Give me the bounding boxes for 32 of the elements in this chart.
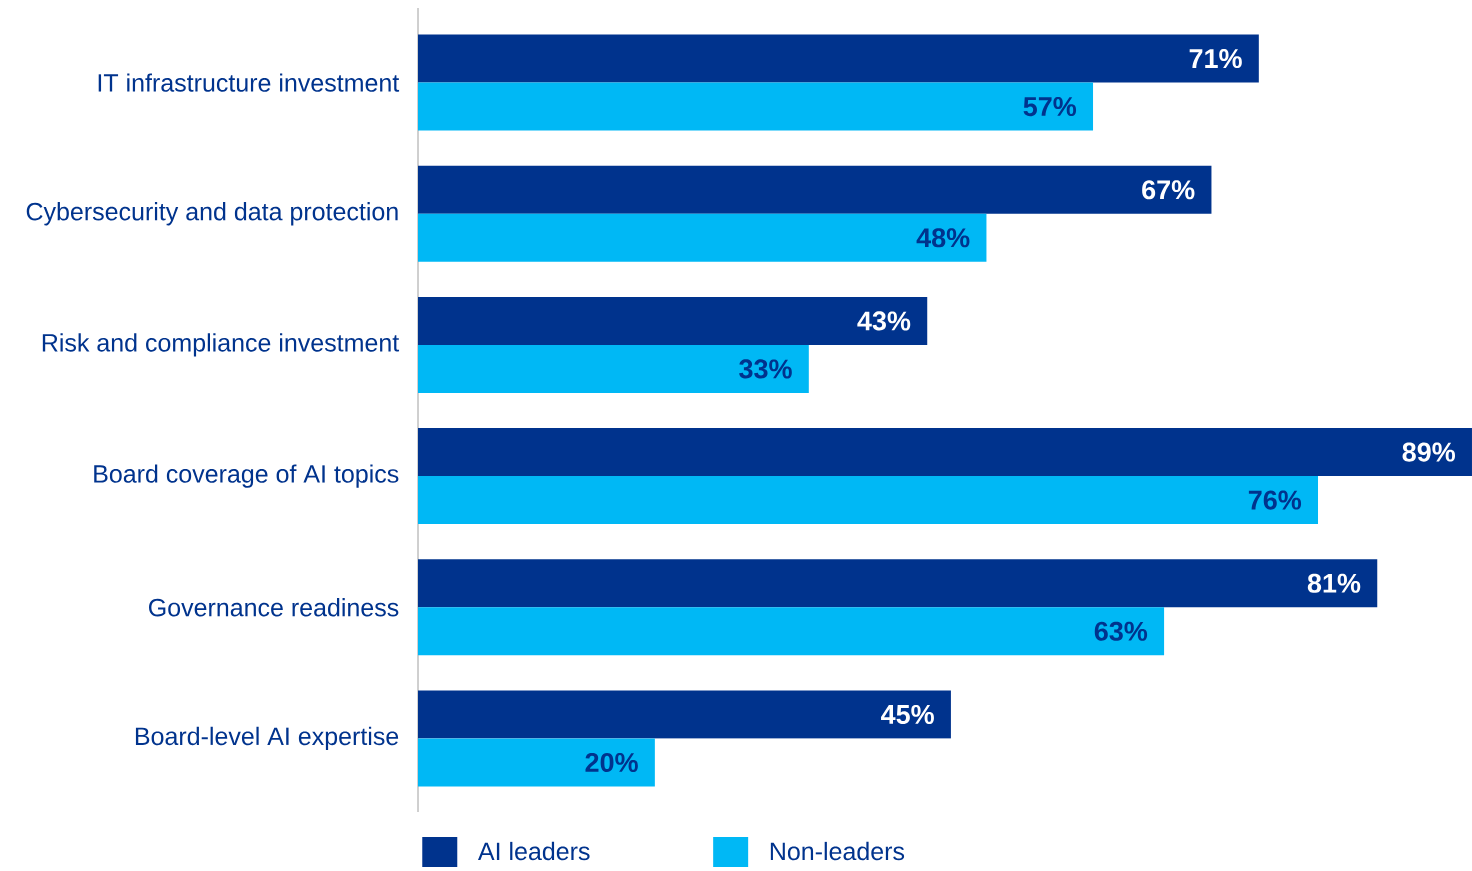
data-label: 20% <box>585 752 638 772</box>
data-label: 48% <box>916 228 970 248</box>
data-label: 67% <box>1142 180 1195 200</box>
y-tick-label: IT infrastructure investment <box>98 73 400 92</box>
y-tick-label: Board-level AI expertise <box>135 726 399 751</box>
data-label: 43% <box>857 311 911 331</box>
bar <box>418 476 1319 525</box>
bar <box>418 559 1378 608</box>
bar <box>418 213 987 262</box>
legend-label: AI leaders <box>477 841 590 861</box>
data-label: 33% <box>739 359 792 379</box>
bar <box>418 428 1472 477</box>
data-label: 81% <box>1307 573 1361 593</box>
bar <box>418 296 928 345</box>
y-tick-label: Risk and compliance investment <box>42 333 400 357</box>
y-tick-label: Board coverage of AI topics <box>94 464 399 488</box>
y-tick-label: Governance readiness <box>149 598 399 617</box>
bar <box>418 82 1094 131</box>
bar <box>418 738 655 787</box>
bar <box>418 607 1165 656</box>
bar <box>418 344 809 393</box>
data-label: 76% <box>1248 490 1302 510</box>
legend-label: Non-leaders <box>770 841 905 861</box>
data-label: 71% <box>1189 49 1242 69</box>
data-label: 45% <box>881 704 934 724</box>
bar <box>418 165 1212 214</box>
data-label: 63% <box>1094 621 1148 641</box>
data-label: 57% <box>1023 97 1077 117</box>
bar <box>418 690 951 739</box>
bar <box>418 34 1259 83</box>
data-label: 89% <box>1402 442 1455 462</box>
y-tick-label: Cybersecurity and data protection <box>26 202 398 226</box>
